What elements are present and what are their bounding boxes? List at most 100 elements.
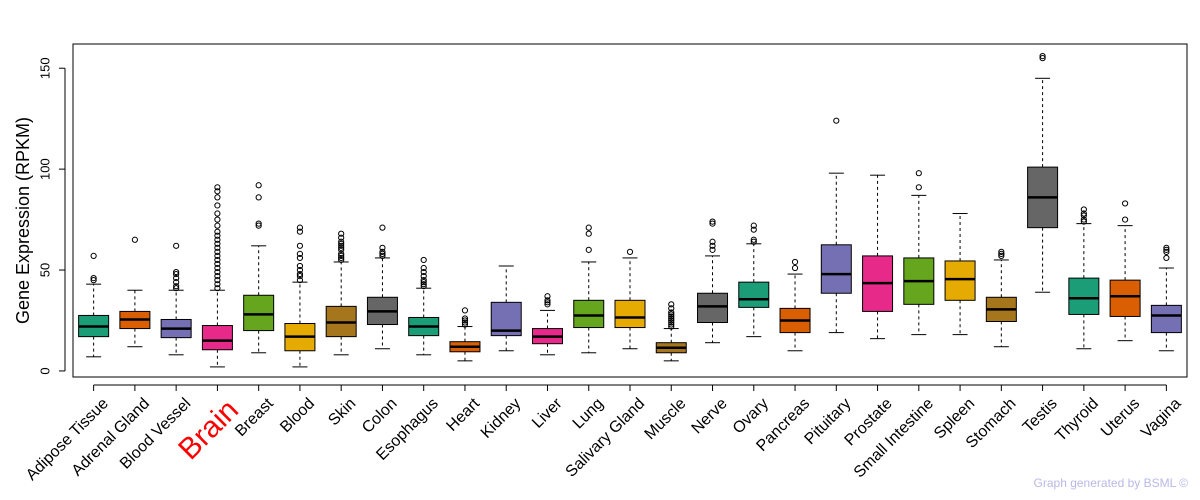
outlier-point — [1163, 246, 1170, 253]
outlier-point — [131, 236, 138, 243]
iqr-box — [1150, 304, 1182, 334]
box-breast — [243, 182, 275, 354]
outlier-point — [173, 275, 180, 282]
outlier-point — [214, 240, 221, 247]
outlier-point — [544, 301, 551, 308]
x-tick-label-lung: Lung — [570, 395, 607, 432]
outlier-point — [214, 252, 221, 260]
outlier-point — [668, 311, 675, 318]
outlier-point — [998, 248, 1005, 255]
outlier-point — [379, 248, 386, 255]
outlier-point — [296, 262, 304, 270]
x-tick-label-uterus: Uterus — [1098, 395, 1143, 440]
x-tick-label-nerve: Nerve — [688, 395, 730, 437]
outlier-point — [420, 283, 427, 290]
outlier-point — [255, 220, 262, 227]
outlier-point — [750, 238, 757, 245]
y-tick-label: 0 — [37, 367, 52, 374]
box-prostate — [862, 174, 894, 340]
iqr-box — [614, 299, 646, 329]
outlier-point — [173, 268, 180, 276]
outlier-point — [214, 228, 221, 235]
outlier-point — [296, 277, 304, 284]
outlier-point — [750, 222, 757, 229]
outlier-point — [420, 281, 427, 288]
outlier-point — [90, 277, 97, 284]
outlier-point — [214, 210, 221, 217]
outlier-point — [668, 315, 675, 322]
outlier-point — [338, 256, 345, 264]
x-tick-label-skin: Skin — [325, 395, 359, 429]
box-pituitary — [820, 117, 852, 334]
outlier-point — [173, 285, 180, 292]
x-tick-label-thyroid: Thyroid — [1052, 395, 1102, 445]
outlier-point — [915, 184, 922, 191]
outlier-point — [915, 170, 922, 177]
outlier-point — [214, 202, 221, 209]
outlier-point — [338, 246, 345, 253]
box-stomach — [985, 248, 1017, 348]
box-pancreas — [779, 258, 811, 352]
iqr-box — [243, 294, 275, 332]
outlier-point — [338, 240, 345, 247]
outlier-point — [338, 252, 345, 260]
box-uterus — [1109, 200, 1141, 342]
outlier-point — [173, 283, 180, 290]
outlier-point — [461, 317, 469, 324]
box-colon — [366, 224, 398, 350]
outlier-point — [296, 228, 304, 235]
outlier-point — [420, 264, 427, 272]
box-brain — [201, 184, 233, 368]
outlier-point — [214, 216, 221, 223]
box-liver — [531, 293, 563, 356]
outlier-point — [214, 281, 221, 288]
box-lung — [573, 224, 605, 354]
box-muscle — [655, 301, 687, 362]
outlier-point — [461, 307, 469, 314]
outlier-point — [420, 272, 427, 280]
outlier-point — [338, 244, 345, 251]
outlier-point — [461, 321, 469, 328]
box-vagina — [1150, 244, 1182, 352]
outlier-point — [296, 270, 304, 278]
outlier-point — [296, 254, 304, 262]
outlier-point — [1163, 248, 1170, 255]
outlier-point — [1122, 200, 1129, 207]
outlier-point — [420, 256, 427, 264]
y-axis-label: Gene Expression (RPKM) — [13, 117, 33, 324]
outlier-point — [668, 323, 675, 330]
outlier-point — [214, 194, 221, 201]
outlier-point — [214, 268, 221, 276]
iqr-box — [697, 292, 729, 324]
x-tick-label-muscle: Muscle — [642, 395, 690, 443]
outlier-point — [214, 188, 221, 195]
outlier-point — [1080, 212, 1087, 219]
iqr-box — [1109, 279, 1141, 317]
x-tick-label-vagina: Vagina — [1138, 395, 1184, 441]
iqr-box — [573, 299, 605, 329]
outlier-point — [544, 293, 551, 300]
outlier-point — [998, 250, 1005, 257]
outlier-point — [998, 252, 1005, 260]
outlier-point — [791, 264, 799, 272]
outlier-point — [214, 248, 221, 255]
y-tick-label: 50 — [37, 263, 52, 277]
box-small-intestine — [903, 170, 935, 336]
box-kidney — [490, 265, 522, 352]
outlier-point — [1080, 218, 1087, 225]
outlier-point — [709, 220, 716, 227]
outlier-point — [214, 260, 221, 268]
outlier-point — [461, 319, 469, 326]
outlier-point — [379, 224, 386, 231]
outlier-point — [338, 238, 345, 245]
box-adrenal-gland — [119, 236, 151, 348]
box-spleen — [944, 213, 976, 336]
outlier-point — [296, 272, 304, 280]
outlier-point — [1080, 206, 1087, 213]
outlier-point — [379, 244, 386, 251]
outlier-point — [626, 248, 634, 255]
outlier-point — [338, 250, 345, 257]
iqr-box — [820, 244, 852, 294]
outlier-point — [833, 117, 840, 124]
outlier-point — [338, 254, 345, 262]
